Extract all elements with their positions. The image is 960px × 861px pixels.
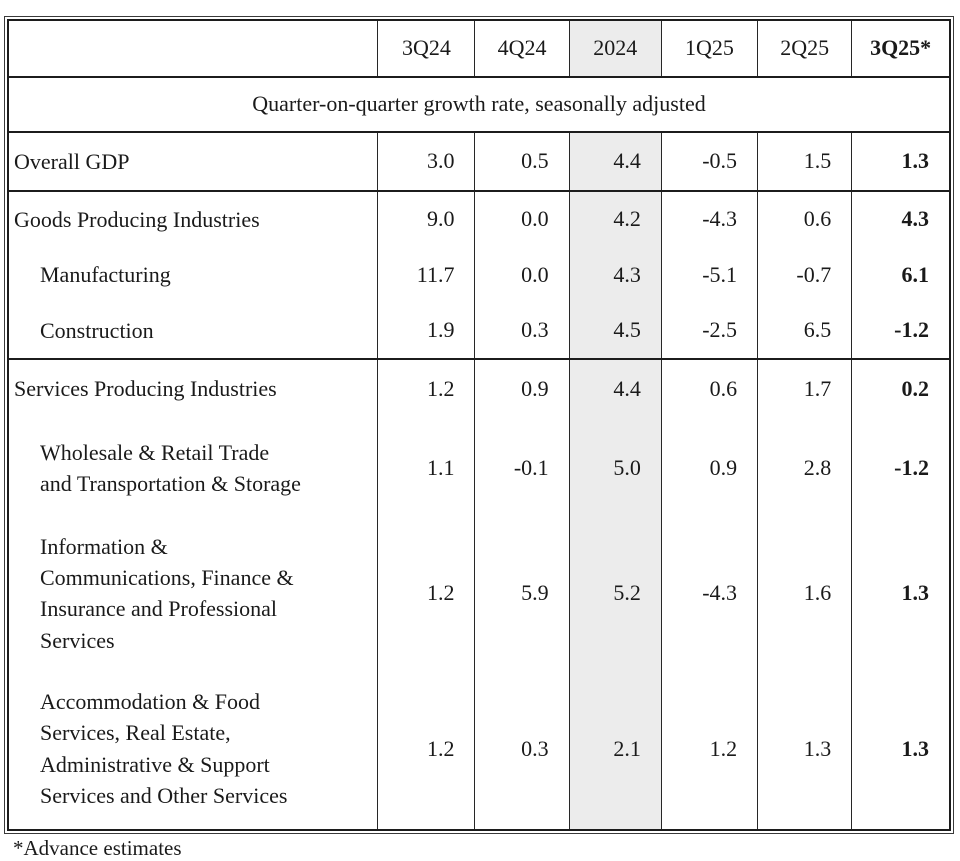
value-cell: 2.1 — [568, 668, 662, 829]
value-cell: 3.0 — [377, 131, 475, 192]
value-cell: -5.1 — [660, 246, 758, 303]
row-label-line: Administrative & Support — [40, 751, 270, 777]
row-label: Construction — [9, 302, 378, 360]
value-cell: -0.5 — [660, 131, 758, 192]
value-cell: 1.2 — [660, 668, 758, 829]
value-cell: -1.2 — [851, 417, 949, 519]
value-cell: 2.8 — [757, 417, 852, 519]
subheader-label: Quarter-on-quarter growth rate, seasonal… — [9, 76, 949, 133]
value-cell: 0.9 — [660, 417, 758, 519]
row-accommodation-food: Accommodation & Food Services, Real Esta… — [9, 668, 949, 829]
gdp-growth-table: 3Q24 4Q24 2024 1Q25 2Q25 3Q25* Quarter-o… — [9, 21, 949, 829]
value-cell: 0.5 — [474, 131, 570, 192]
value-cell: 1.3 — [757, 668, 852, 829]
table-outer-frame: 3Q24 4Q24 2024 1Q25 2Q25 3Q25* Quarter-o… — [4, 16, 954, 834]
row-label-line: Wholesale & Retail Trade — [40, 439, 270, 465]
value-cell: 0.6 — [757, 190, 852, 247]
row-goods-producing: Goods Producing Industries 9.0 0.0 4.2 -… — [9, 190, 949, 247]
row-manufacturing: Manufacturing 11.7 0.0 4.3 -5.1 -0.7 6.1 — [9, 246, 949, 303]
value-cell: 4.4 — [568, 358, 662, 418]
value-cell: 1.3 — [851, 131, 949, 192]
row-label-line: Insurance and Professional — [40, 596, 278, 622]
value-cell: -4.3 — [660, 518, 758, 669]
value-cell: 6.5 — [757, 302, 852, 360]
col-header-2024: 2024 — [568, 21, 662, 78]
value-cell: -0.1 — [474, 417, 570, 519]
value-cell: 1.3 — [851, 668, 949, 829]
col-header-2q25: 2Q25 — [757, 21, 852, 78]
value-cell: 1.2 — [377, 518, 475, 669]
value-cell: 1.5 — [757, 131, 852, 192]
value-cell: 1.1 — [377, 417, 475, 519]
value-cell: 1.2 — [377, 358, 475, 418]
value-cell: -2.5 — [660, 302, 758, 360]
row-label: Information & Communications, Finance & … — [9, 519, 378, 669]
col-header-3q24: 3Q24 — [377, 21, 475, 78]
value-cell: 4.4 — [568, 131, 662, 192]
value-cell: 5.2 — [568, 518, 662, 669]
footnote: *Advance estimates — [13, 836, 182, 860]
value-cell: 5.0 — [568, 417, 662, 519]
subheader-row: Quarter-on-quarter growth rate, seasonal… — [9, 76, 949, 133]
row-label-line: Services, Real Estate, — [40, 720, 231, 746]
value-cell: 1.6 — [757, 518, 852, 669]
row-overall-gdp: Overall GDP 3.0 0.5 4.4 -0.5 1.5 1.3 — [9, 131, 949, 192]
row-services-producing: Services Producing Industries 1.2 0.9 4.… — [9, 358, 949, 418]
row-label-line: Services — [40, 627, 115, 653]
value-cell: 5.9 — [474, 518, 570, 669]
row-wholesale-retail: Wholesale & Retail Trade and Transportat… — [9, 417, 949, 519]
value-cell: 0.9 — [474, 358, 570, 418]
row-information-communications: Information & Communications, Finance & … — [9, 518, 949, 669]
value-cell: 1.2 — [377, 668, 475, 829]
value-cell: 6.1 — [851, 246, 949, 303]
row-label: Accommodation & Food Services, Real Esta… — [9, 668, 378, 829]
col-header-empty — [9, 21, 378, 78]
row-label-line: and Transportation & Storage — [40, 471, 301, 497]
row-label: Wholesale & Retail Trade and Transportat… — [9, 418, 378, 519]
table-inner-frame: 3Q24 4Q24 2024 1Q25 2Q25 3Q25* Quarter-o… — [7, 19, 951, 831]
value-cell: -1.2 — [851, 302, 949, 360]
value-cell: 0.3 — [474, 668, 570, 829]
value-cell: 11.7 — [377, 246, 475, 303]
value-cell: 1.3 — [851, 518, 949, 669]
row-label-line: Information & — [40, 533, 168, 559]
value-cell: 4.2 — [568, 190, 662, 247]
row-label-line: Communications, Finance & — [40, 565, 294, 591]
row-construction: Construction 1.9 0.3 4.5 -2.5 6.5 -1.2 — [9, 302, 949, 360]
col-header-3q25: 3Q25* — [851, 21, 949, 78]
value-cell: 1.9 — [377, 302, 475, 360]
value-cell: 0.0 — [474, 190, 570, 247]
col-header-4q24: 4Q24 — [474, 21, 570, 78]
row-label: Overall GDP — [9, 131, 378, 192]
value-cell: 0.2 — [851, 358, 949, 418]
row-label: Manufacturing — [40, 262, 171, 288]
value-cell: 9.0 — [377, 190, 475, 247]
row-label: Goods Producing Industries — [14, 206, 260, 232]
value-cell: 4.5 — [568, 302, 662, 360]
value-cell: 1.7 — [757, 358, 852, 418]
col-header-1q25: 1Q25 — [660, 21, 758, 78]
value-cell: 4.3 — [851, 190, 949, 247]
value-cell: 0.3 — [474, 302, 570, 360]
value-cell: -4.3 — [660, 190, 758, 247]
row-label-line: Services and Other Services — [40, 782, 288, 808]
value-cell: 0.6 — [660, 358, 758, 418]
value-cell: 0.0 — [474, 246, 570, 303]
row-label: Services Producing Industries — [14, 376, 277, 402]
value-cell: -0.7 — [757, 246, 852, 303]
row-label-line: Accommodation & Food — [40, 689, 260, 715]
value-cell: 4.3 — [568, 246, 662, 303]
table-header-row: 3Q24 4Q24 2024 1Q25 2Q25 3Q25* — [9, 21, 949, 78]
